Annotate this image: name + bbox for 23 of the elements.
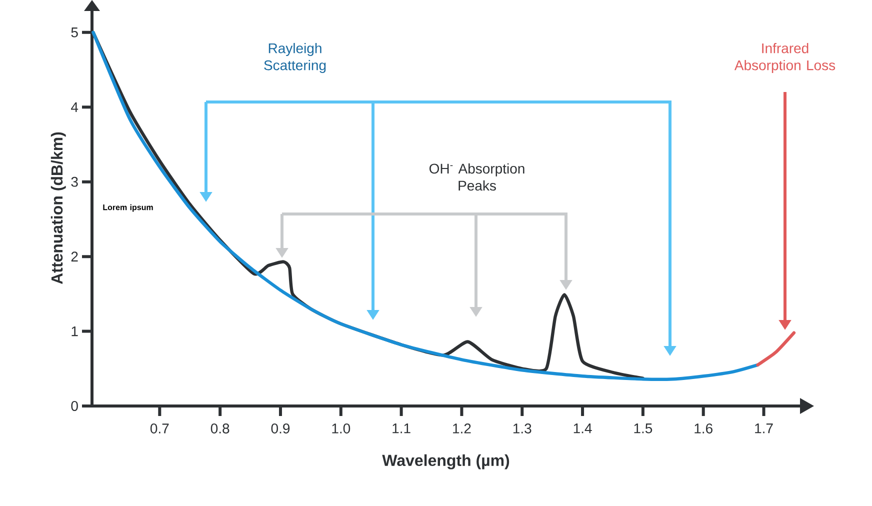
annotation: Infrared Absorption Loss [734,42,836,74]
x-tick-label: 1.0 [332,424,350,434]
x-tick-label: 0.7 [150,424,169,434]
y-tick-label: 3 [71,176,78,187]
x-tick-label: 1.1 [392,424,410,434]
annotation: OH$^{-}$ Absorption Peaks [429,163,524,191]
y-tick-label: 5 [71,28,78,38]
annotation: Lorem ipsum [103,204,153,212]
x-tick-label: 0.9 [271,424,290,434]
y-axis-title: Attenuation (dB/km) [50,132,66,284]
y-tick-label: 0 [71,401,78,411]
x-tick-label: 1.6 [694,424,712,434]
x-tick-label: 1.3 [513,424,532,434]
annotation: Rayleigh Scattering [264,42,326,74]
y-tick-label: 2 [71,252,78,262]
x-tick-label: 1.4 [574,424,592,434]
y-tick-label: 1 [72,326,78,336]
x-axis-title: Wavelength (µm) [382,454,510,470]
x-tick-label: 1.2 [453,424,471,434]
x-tick-label: 1.7 [755,424,773,434]
x-tick-label: 0.8 [210,424,230,434]
x-tick-label: 1.5 [634,424,652,434]
y-tick-label: 4 [70,102,78,112]
